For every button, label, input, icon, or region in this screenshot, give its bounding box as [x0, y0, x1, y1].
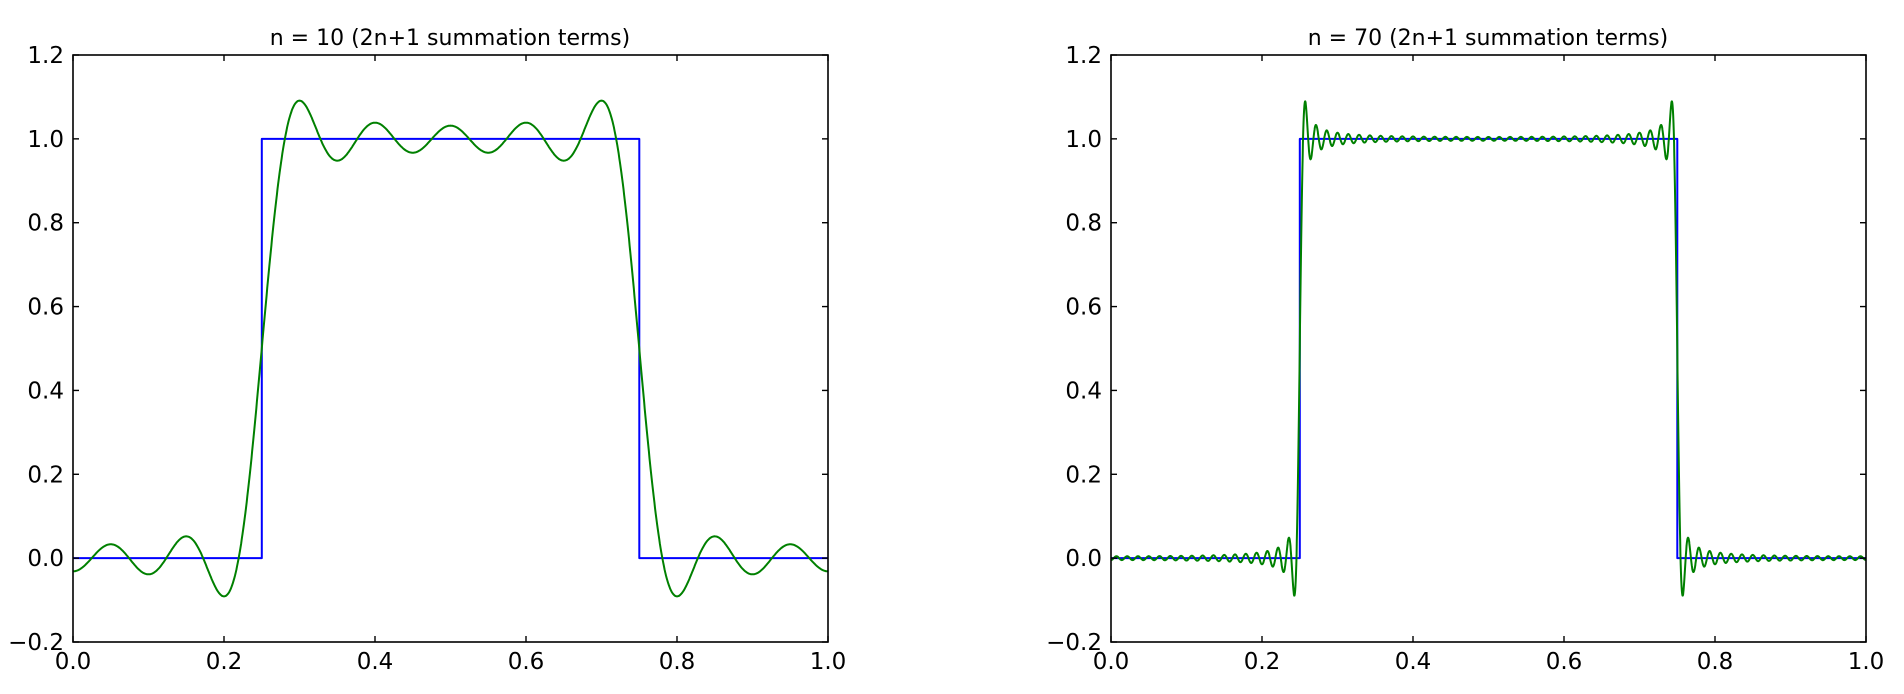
y-tick-label: 0.6: [27, 295, 64, 321]
x-tick-label: 0.0: [1093, 649, 1130, 675]
y-tick-label: 1.0: [1065, 127, 1102, 153]
series-line: [1110, 100, 1867, 597]
x-tick-label: 0.4: [357, 649, 394, 675]
plot-right-title: n = 70 (2n+1 summation terms): [1308, 26, 1668, 51]
axes-frame: [1110, 54, 1867, 643]
x-tick-label: 0.8: [1697, 649, 1734, 675]
y-tick-label: 0.6: [1065, 295, 1102, 321]
y-tick-label: 0.2: [1065, 462, 1102, 488]
y-tick-label: 0.2: [27, 462, 64, 488]
series-line: [1111, 137, 1866, 560]
y-tick-label: 0.8: [1065, 211, 1102, 237]
y-tick-label: 1.2: [1065, 43, 1102, 69]
x-tick-label: 1.0: [1848, 649, 1885, 675]
x-tick-label: 0.6: [508, 649, 545, 675]
y-tick-label: −0.2: [1046, 630, 1102, 656]
y-tick-label: 1.0: [27, 127, 64, 153]
plot-right-axes: 0.0 0.2 0.4 0.6 0.8 1.0−0.20.00.20.40.60.81.0…: [1046, 43, 1884, 675]
y-tick-label: 0.4: [27, 378, 64, 404]
x-tick-label: 1.0: [810, 649, 847, 675]
plot-left-title: n = 10 (2n+1 summation terms): [270, 26, 630, 51]
axes-frame: [72, 54, 829, 643]
x-tick-label: 0.2: [206, 649, 243, 675]
x-tick-label: 0.8: [659, 649, 696, 675]
y-tick-label: 0.4: [1065, 378, 1102, 404]
series-line: [73, 137, 828, 560]
x-tick-label: 0.2: [1244, 649, 1281, 675]
plot-left-axes: 0.0 0.2 0.4 0.6 0.8 1.0−0.20.00.20.40.60.81.0…: [8, 43, 846, 675]
series-line: [72, 99, 829, 598]
y-tick-label: 0.0: [1065, 546, 1102, 572]
x-tick-label: 0.6: [1546, 649, 1583, 675]
y-tick-label: −0.2: [8, 630, 64, 656]
y-tick-label: 1.2: [27, 43, 64, 69]
x-tick-label: 0.4: [1395, 649, 1432, 675]
y-tick-label: 0.8: [27, 211, 64, 237]
x-tick-label: 0.0: [55, 649, 92, 675]
y-tick-label: 0.0: [27, 546, 64, 572]
